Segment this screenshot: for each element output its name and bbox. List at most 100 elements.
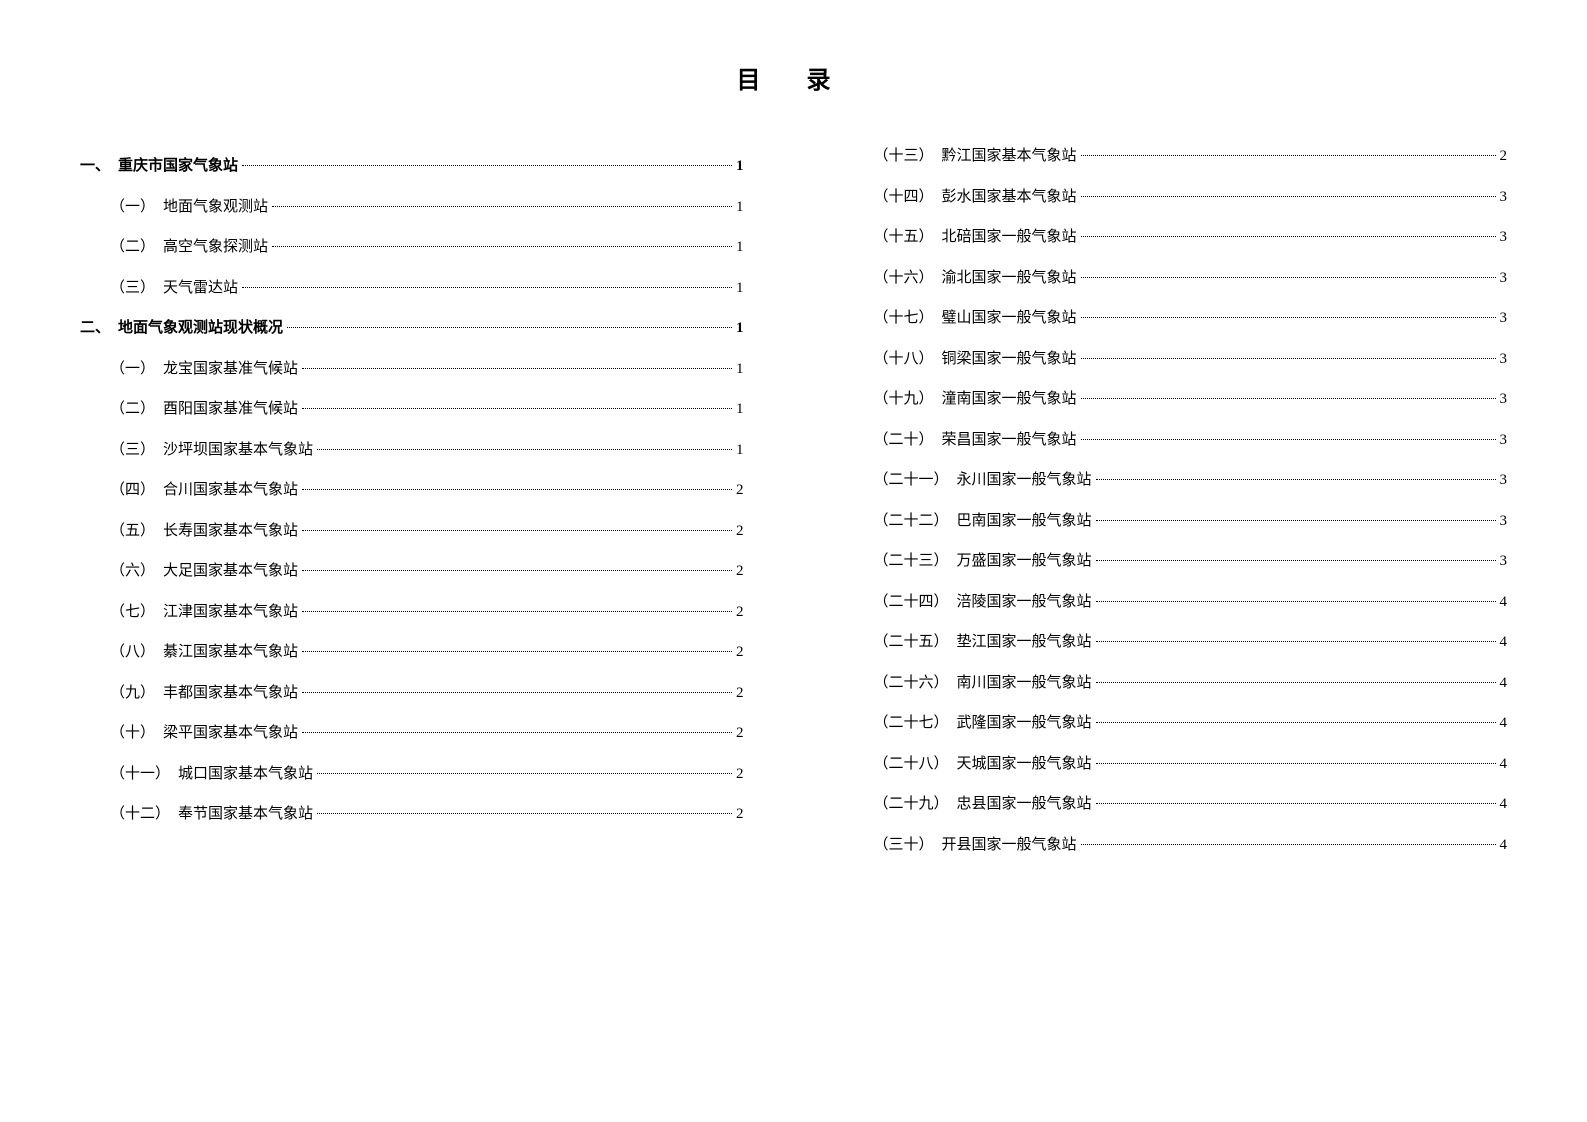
toc-number: （二十九） <box>874 793 949 816</box>
toc-columns: 一、重庆市国家气象站1（一）地面气象观测站1（二）高空气象探测站1（三）天气雷达… <box>80 145 1507 874</box>
toc-label: 垫江国家一般气象站 <box>957 631 1092 654</box>
toc-number: （二十一） <box>874 469 949 492</box>
toc-leader-dots <box>1081 358 1496 359</box>
toc-label: 天城国家一般气象站 <box>957 753 1092 776</box>
toc-entry: （六）大足国家基本气象站2 <box>110 560 744 583</box>
toc-entry: （十七） 璧山国家一般气象站 3 <box>874 307 1508 330</box>
toc-page-number: 1 <box>736 277 744 300</box>
toc-entry: （二十九）忠县国家一般气象站4 <box>874 793 1508 816</box>
toc-leader-dots <box>1081 196 1496 197</box>
toc-number: （十九） <box>874 388 934 411</box>
toc-entry: 一、重庆市国家气象站1 <box>80 155 744 178</box>
toc-leader-dots <box>1081 439 1496 440</box>
toc-entry: （七）江津国家基本气象站2 <box>110 601 744 624</box>
toc-label: 酉阳国家基准气候站 <box>163 398 298 421</box>
toc-entry: （三） 沙坪坝国家基本气象站 1 <box>110 439 744 462</box>
toc-leader-dots <box>302 489 732 490</box>
toc-page-number: 4 <box>1500 753 1508 776</box>
toc-number: （一） <box>110 358 155 381</box>
toc-page-number: 2 <box>736 601 744 624</box>
toc-leader-dots <box>1081 155 1496 156</box>
toc-entry: （八）綦江国家基本气象站2 <box>110 641 744 664</box>
toc-page-number: 1 <box>736 236 744 259</box>
toc-number: 二、 <box>80 317 110 340</box>
toc-page-number: 1 <box>736 439 744 462</box>
right-column: （十三）黔江国家基本气象站2（十四）彭水国家基本气象站3（十五）北碚国家一般气象… <box>844 145 1508 874</box>
toc-entry: （三） 天气雷达站 1 <box>110 277 744 300</box>
toc-number: （十六） <box>874 267 934 290</box>
toc-page-number: 4 <box>1500 712 1508 735</box>
toc-leader-dots <box>1081 398 1496 399</box>
toc-label: 地面气象观测站 <box>163 196 268 219</box>
toc-entry: （十九）潼南国家一般气象站3 <box>874 388 1508 411</box>
toc-label: 南川国家一般气象站 <box>957 672 1092 695</box>
toc-page-number: 3 <box>1500 469 1508 492</box>
toc-leader-dots <box>1081 236 1496 237</box>
toc-number: （十四） <box>874 186 934 209</box>
toc-label: 永川国家一般气象站 <box>957 469 1092 492</box>
toc-page-number: 3 <box>1500 186 1508 209</box>
toc-number: （五） <box>110 520 155 543</box>
toc-page-number: 2 <box>736 641 744 664</box>
toc-label: 龙宝国家基准气候站 <box>163 358 298 381</box>
toc-number: （十五） <box>874 226 934 249</box>
toc-label: 荣昌国家一般气象站 <box>942 429 1077 452</box>
toc-number: （八） <box>110 641 155 664</box>
page-title: 目 录 <box>80 60 1507 95</box>
toc-entry: （二十八） 天城国家一般气象站 4 <box>874 753 1508 776</box>
toc-leader-dots <box>1096 641 1496 642</box>
toc-leader-dots <box>1081 277 1496 278</box>
toc-number: （六） <box>110 560 155 583</box>
toc-label: 天气雷达站 <box>163 277 238 300</box>
toc-number: （二十三） <box>874 550 949 573</box>
toc-leader-dots <box>302 408 732 409</box>
toc-number: （十二） <box>110 803 170 826</box>
toc-number: （三） <box>110 277 155 300</box>
toc-number: （十） <box>110 722 155 745</box>
toc-leader-dots <box>302 570 732 571</box>
toc-label: 沙坪坝国家基本气象站 <box>163 439 313 462</box>
toc-entry: （二） 高空气象探测站 1 <box>110 236 744 259</box>
toc-page-number: 1 <box>736 196 744 219</box>
toc-label: 渝北国家一般气象站 <box>942 267 1077 290</box>
toc-page-number: 2 <box>1500 145 1508 168</box>
toc-page-number: 2 <box>736 803 744 826</box>
toc-label: 巴南国家一般气象站 <box>957 510 1092 533</box>
left-column: 一、重庆市国家气象站1（一）地面气象观测站1（二）高空气象探测站1（三）天气雷达… <box>80 145 744 874</box>
toc-number: （三） <box>110 439 155 462</box>
toc-leader-dots <box>1081 317 1496 318</box>
toc-entry: （二十五）垫江国家一般气象站4 <box>874 631 1508 654</box>
toc-number: （二十八） <box>874 753 949 776</box>
toc-entry: （十）梁平国家基本气象站2 <box>110 722 744 745</box>
toc-label: 城口国家基本气象站 <box>178 763 313 786</box>
toc-entry: （五）长寿国家基本气象站2 <box>110 520 744 543</box>
toc-leader-dots <box>302 530 732 531</box>
toc-number: （二） <box>110 398 155 421</box>
toc-label: 黔江国家基本气象站 <box>942 145 1077 168</box>
toc-leader-dots <box>1096 803 1496 804</box>
toc-leader-dots <box>272 206 732 207</box>
toc-label: 璧山国家一般气象站 <box>942 307 1077 330</box>
toc-page-number: 4 <box>1500 631 1508 654</box>
toc-entry: （一）地面气象观测站1 <box>110 196 744 219</box>
toc-page-number: 1 <box>736 398 744 421</box>
toc-leader-dots <box>242 165 732 166</box>
toc-number: （十七） <box>874 307 934 330</box>
toc-entry: 二、地面气象观测站现状概况1 <box>80 317 744 340</box>
toc-entry: （十一）城口国家基本气象站2 <box>110 763 744 786</box>
toc-label: 丰都国家基本气象站 <box>163 682 298 705</box>
toc-label: 万盛国家一般气象站 <box>957 550 1092 573</box>
toc-number: （二） <box>110 236 155 259</box>
toc-page-number: 3 <box>1500 307 1508 330</box>
toc-label: 高空气象探测站 <box>163 236 268 259</box>
toc-page-number: 3 <box>1500 550 1508 573</box>
toc-number: （十八） <box>874 348 934 371</box>
toc-leader-dots <box>1096 601 1496 602</box>
toc-number: （三十） <box>874 834 934 857</box>
toc-page-number: 3 <box>1500 510 1508 533</box>
toc-entry: （二十）荣昌国家一般气象站3 <box>874 429 1508 452</box>
toc-label: 重庆市国家气象站 <box>118 155 238 178</box>
toc-page-number: 1 <box>736 155 744 178</box>
toc-page-number: 4 <box>1500 672 1508 695</box>
toc-leader-dots <box>287 327 732 328</box>
